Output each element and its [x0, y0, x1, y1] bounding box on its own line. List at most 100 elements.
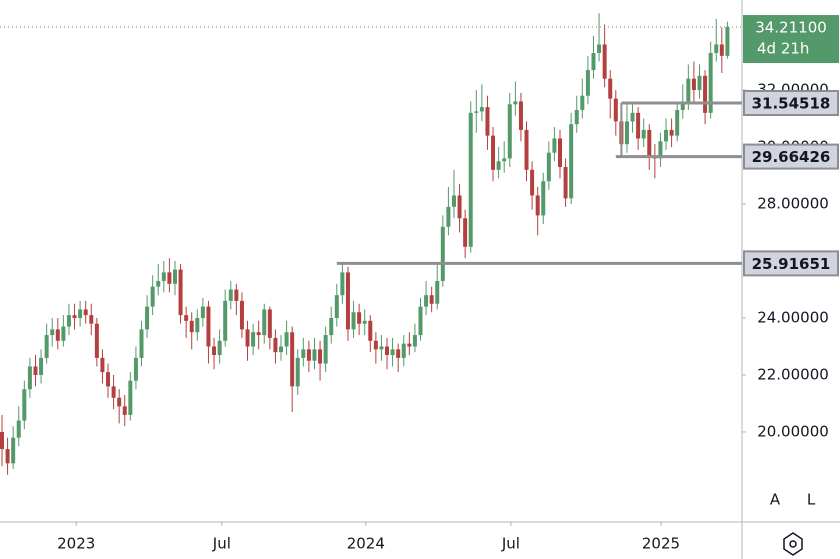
settings-icon-dot — [789, 540, 797, 548]
candle-body — [524, 129, 529, 170]
candle-body — [474, 111, 479, 113]
candle-body — [440, 226, 445, 281]
candle-body — [686, 78, 691, 102]
candle-body — [200, 306, 205, 318]
candle-body — [89, 315, 94, 324]
candle-body — [172, 269, 177, 284]
candle-body — [396, 349, 401, 358]
candle-body — [94, 323, 99, 358]
candle-body — [407, 343, 412, 347]
candle-body — [100, 357, 105, 373]
last-price-box — [743, 15, 839, 64]
candle-body — [312, 349, 317, 361]
candle-body — [212, 346, 217, 356]
candle-body — [658, 141, 663, 159]
scale-button[interactable] — [798, 484, 824, 514]
candle-body — [340, 272, 345, 296]
level-label: 29.66426 — [752, 148, 831, 166]
candle-body — [0, 431, 4, 450]
candle-body — [479, 107, 484, 112]
candle-body — [290, 332, 295, 387]
y-tick-label: 20.00000 — [757, 422, 829, 440]
candle-body — [145, 306, 150, 330]
candle-body — [379, 346, 384, 350]
level-label: 31.54518 — [752, 94, 831, 112]
candle-body — [301, 349, 306, 358]
candle-body — [72, 315, 77, 318]
candle-body — [597, 44, 602, 53]
candle-body — [357, 312, 362, 324]
candle-body — [61, 326, 66, 341]
candle-body — [385, 346, 390, 356]
candle-body — [446, 206, 451, 227]
candle-body — [362, 320, 367, 324]
candle-body — [541, 181, 546, 216]
candle-body — [44, 335, 49, 358]
candle-body — [16, 420, 21, 438]
candle-body — [608, 78, 613, 99]
last-price-label: 34.21100 — [755, 19, 827, 37]
candle-body — [569, 124, 574, 199]
scale-button-label[interactable]: L — [807, 491, 816, 509]
candle-body — [306, 349, 311, 361]
candle-body — [373, 340, 378, 350]
candle-body — [150, 286, 155, 307]
candle-body — [636, 112, 641, 139]
candle-body — [161, 272, 166, 281]
candle-body — [189, 320, 194, 333]
candle-body — [66, 315, 71, 327]
candle-body — [78, 309, 83, 318]
level-label: 25.91651 — [752, 255, 831, 273]
candle-body — [664, 129, 669, 142]
candle-body — [323, 335, 328, 364]
settings-icon — [783, 532, 803, 556]
candle-body — [184, 315, 189, 321]
candle-body — [580, 95, 585, 110]
candle-body — [245, 329, 250, 347]
candle-body — [602, 44, 607, 79]
candle-body — [217, 340, 222, 356]
candle-body — [256, 332, 261, 336]
candle-body — [703, 75, 708, 113]
candle-body — [647, 129, 652, 156]
candle-body — [318, 349, 323, 364]
candle-body — [139, 329, 144, 358]
candle-body — [122, 406, 127, 415]
candle-body — [535, 195, 540, 216]
candle-body — [630, 112, 635, 122]
candle-body — [55, 329, 60, 341]
candle-body — [585, 70, 590, 96]
candle-body — [27, 366, 32, 390]
candle-body — [691, 78, 696, 91]
candle-body — [518, 101, 523, 130]
candle-body — [429, 295, 434, 304]
candle-body — [424, 295, 429, 307]
y-tick-label: 28.00000 — [757, 195, 829, 213]
candle-body — [267, 309, 272, 338]
level-label-inner — [745, 91, 837, 114]
candle-body — [708, 52, 713, 113]
settings-button[interactable] — [783, 532, 803, 556]
candle-body — [697, 75, 702, 91]
candle-body — [195, 317, 200, 333]
scale-button[interactable] — [762, 484, 788, 514]
candle-body — [412, 335, 417, 347]
y-tick-label: 24.00000 — [757, 308, 829, 326]
x-tick-label: 2024 — [347, 535, 385, 553]
candle-body — [613, 98, 618, 122]
y-tick-label: 22.00000 — [757, 365, 829, 383]
candle-body — [228, 289, 233, 301]
candle-body — [485, 107, 490, 136]
x-tick-label: 2023 — [57, 535, 95, 553]
candle-body — [178, 269, 183, 316]
candle-body — [133, 357, 138, 381]
candle-body — [234, 289, 239, 301]
level-label-inner — [745, 252, 837, 275]
x-tick-label: Jul — [212, 535, 231, 553]
candle-body — [273, 337, 278, 353]
candle-body — [530, 169, 535, 196]
scale-button-label[interactable]: A — [770, 491, 781, 509]
candle-body — [11, 437, 16, 464]
candle-body — [284, 332, 289, 347]
level-label-inner — [745, 145, 837, 168]
